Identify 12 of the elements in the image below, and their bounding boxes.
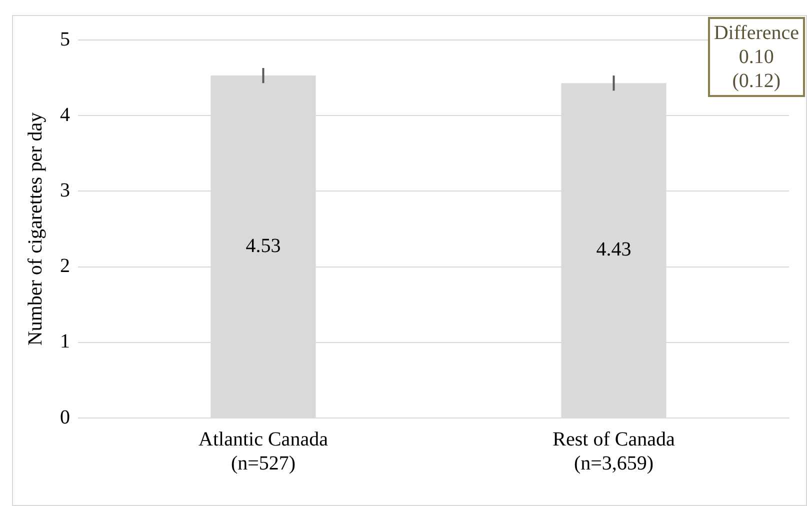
annotation: Difference 0.10 (0.12): [708, 17, 805, 97]
data-label: 4.43: [596, 238, 632, 261]
x-tick-label: Atlantic Canada (n=527): [198, 428, 328, 474]
x-tick-label: Rest of Canada (n=3,659): [552, 428, 675, 474]
y-axis-title: Number of cigarettes per day: [24, 112, 46, 346]
y-tick-label: 5: [60, 28, 70, 50]
y-tick-label: 1: [60, 330, 70, 353]
data-label: 4.53: [246, 234, 281, 257]
y-tick-label: 2: [60, 255, 70, 278]
y-tick-label: 3: [60, 179, 70, 202]
y-tick-label: 4: [60, 104, 70, 126]
y-tick-label: 0: [60, 406, 70, 428]
